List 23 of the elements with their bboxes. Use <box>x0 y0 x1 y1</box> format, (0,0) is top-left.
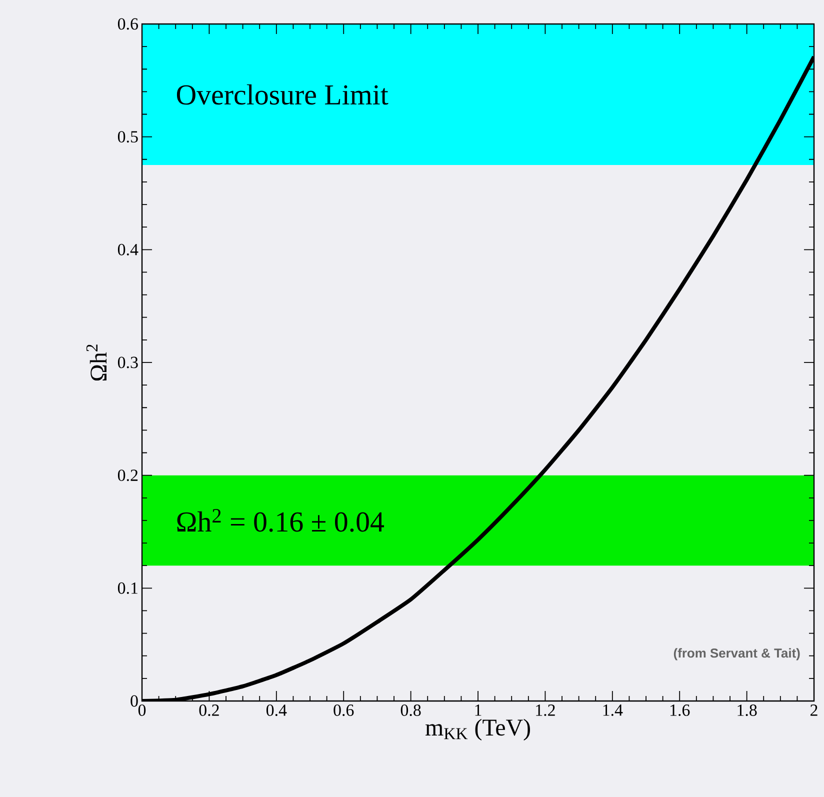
y-tick-label: 0.3 <box>118 356 138 368</box>
annotation: (from Servant & Tait) <box>674 648 800 660</box>
y-tick-label: 0.1 <box>118 582 138 594</box>
x-tick-label: 1.4 <box>603 704 623 716</box>
x-tick-label: 1.8 <box>738 704 757 716</box>
x-tick-label: 0.2 <box>199 704 219 716</box>
x-tick-label: 0 <box>138 704 146 716</box>
y-tick-label: 0.6 <box>118 18 138 30</box>
x-tick-label: 0.8 <box>400 704 421 716</box>
y-axis-title: Ωh$^{2}$ <box>86 344 106 381</box>
y-tick-label: 0.2 <box>118 470 138 482</box>
x-tick-label: 2 <box>810 704 818 716</box>
x-tick-label: 1.6 <box>670 704 690 716</box>
y-tick-label: 0.5 <box>118 131 138 143</box>
x-tick-label: 0.6 <box>334 704 354 716</box>
x-tick-label: 1 <box>475 704 482 716</box>
band-label: Overclosure Limit <box>176 84 388 105</box>
band-label: Ωh$^{2}$ = 0.16 ± 0.04 <box>177 509 384 532</box>
y-tick-label: 0 <box>130 695 138 707</box>
x-tick-label: 1.2 <box>536 704 555 716</box>
x-tick-label: 0.4 <box>266 704 287 716</box>
y-tick-label: 0.4 <box>118 244 138 256</box>
x-axis-title: m$_{KK}$ (TeV) <box>426 718 530 741</box>
